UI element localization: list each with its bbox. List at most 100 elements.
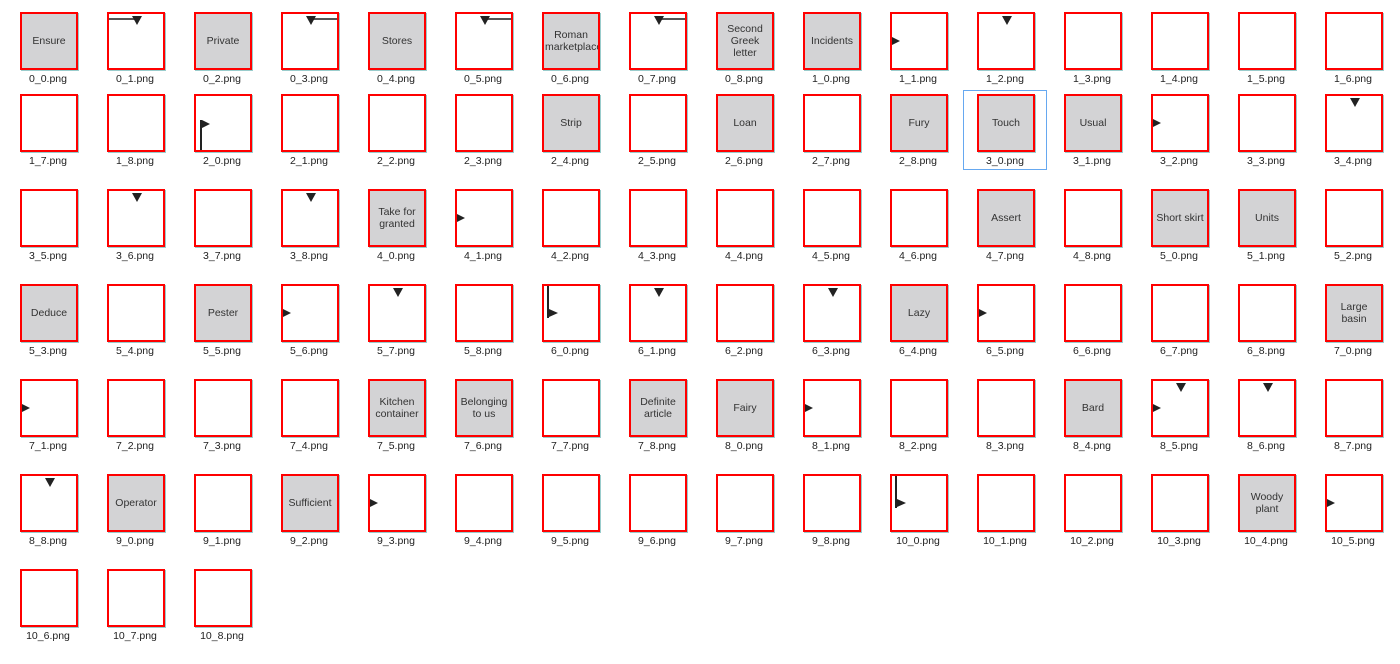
file-item[interactable]: 6_3.png — [789, 280, 873, 360]
file-item[interactable]: 1_4.png — [1137, 8, 1221, 88]
file-item[interactable]: 0_1.png — [93, 8, 177, 88]
file-item[interactable]: 10_1.png — [963, 470, 1047, 550]
file-item[interactable]: 7_3.png — [180, 375, 264, 455]
file-item[interactable]: 5_2.png — [1311, 185, 1395, 265]
file-item[interactable]: Fury 2_8.png — [876, 90, 960, 170]
file-item[interactable]: 5_4.png — [93, 280, 177, 360]
file-item[interactable]: Definite article 7_8.png — [615, 375, 699, 455]
file-item[interactable]: 5_8.png — [441, 280, 525, 360]
file-item[interactable]: Lazy 6_4.png — [876, 280, 960, 360]
file-item[interactable]: 9_3.png — [354, 470, 438, 550]
file-item[interactable]: Short skirt 5_0.png — [1137, 185, 1221, 265]
file-item[interactable]: 3_7.png — [180, 185, 264, 265]
file-item[interactable]: 0_3.png — [267, 8, 351, 88]
file-item[interactable]: 8_6.png — [1224, 375, 1308, 455]
file-item[interactable]: 2_3.png — [441, 90, 525, 170]
file-item[interactable]: 7_1.png — [6, 375, 90, 455]
file-item[interactable]: Fairy 8_0.png — [702, 375, 786, 455]
file-item[interactable]: 4_2.png — [528, 185, 612, 265]
file-item[interactable]: 9_6.png — [615, 470, 699, 550]
file-item[interactable]: Stores 0_4.png — [354, 8, 438, 88]
file-item[interactable]: 10_5.png — [1311, 470, 1395, 550]
file-item[interactable]: Operator 9_0.png — [93, 470, 177, 550]
file-item[interactable]: Sufficient 9_2.png — [267, 470, 351, 550]
file-item[interactable]: 7_7.png — [528, 375, 612, 455]
file-item[interactable]: 10_2.png — [1050, 470, 1134, 550]
file-item[interactable]: 5_6.png — [267, 280, 351, 360]
file-item[interactable]: 3_3.png — [1224, 90, 1308, 170]
file-item[interactable]: 1_3.png — [1050, 8, 1134, 88]
file-item[interactable]: 7_4.png — [267, 375, 351, 455]
file-item[interactable]: 8_8.png — [6, 470, 90, 550]
file-item[interactable]: 3_4.png — [1311, 90, 1395, 170]
file-item[interactable]: 2_1.png — [267, 90, 351, 170]
file-item[interactable]: 0_7.png — [615, 8, 699, 88]
file-item[interactable]: 4_6.png — [876, 185, 960, 265]
file-item[interactable]: 6_2.png — [702, 280, 786, 360]
file-item[interactable]: 3_5.png — [6, 185, 90, 265]
file-item[interactable]: 4_4.png — [702, 185, 786, 265]
file-item[interactable]: 9_4.png — [441, 470, 525, 550]
file-item[interactable]: 1_8.png — [93, 90, 177, 170]
file-item[interactable]: Kitchen container 7_5.png — [354, 375, 438, 455]
file-item[interactable]: Strip 2_4.png — [528, 90, 612, 170]
file-item[interactable]: Belonging to us 7_6.png — [441, 375, 525, 455]
file-item[interactable]: Units 5_1.png — [1224, 185, 1308, 265]
file-item[interactable]: Bard 8_4.png — [1050, 375, 1134, 455]
file-item[interactable]: Roman marketplace 0_6.png — [528, 8, 612, 88]
file-item[interactable]: 9_8.png — [789, 470, 873, 550]
file-item[interactable]: Private 0_2.png — [180, 8, 264, 88]
file-item[interactable]: 10_8.png — [180, 565, 264, 645]
file-item[interactable]: Deduce 5_3.png — [6, 280, 90, 360]
file-item[interactable]: 6_0.png — [528, 280, 612, 360]
file-item[interactable]: 4_8.png — [1050, 185, 1134, 265]
file-item[interactable]: 3_8.png — [267, 185, 351, 265]
file-item[interactable]: 4_5.png — [789, 185, 873, 265]
file-item[interactable]: 10_3.png — [1137, 470, 1221, 550]
file-item[interactable]: 10_6.png — [6, 565, 90, 645]
file-item[interactable]: 5_7.png — [354, 280, 438, 360]
file-item[interactable]: 8_1.png — [789, 375, 873, 455]
file-item[interactable]: 8_3.png — [963, 375, 1047, 455]
file-item[interactable]: Loan 2_6.png — [702, 90, 786, 170]
file-item[interactable]: 8_7.png — [1311, 375, 1395, 455]
file-item[interactable]: 2_2.png — [354, 90, 438, 170]
file-item[interactable]: 6_5.png — [963, 280, 1047, 360]
file-item[interactable]: 10_7.png — [93, 565, 177, 645]
file-item[interactable]: 9_1.png — [180, 470, 264, 550]
file-item[interactable]: 10_0.png — [876, 470, 960, 550]
file-item[interactable]: Usual 3_1.png — [1050, 90, 1134, 170]
file-item[interactable]: 8_2.png — [876, 375, 960, 455]
file-item[interactable]: 6_7.png — [1137, 280, 1221, 360]
file-item[interactable]: Second Greek letter 0_8.png — [702, 8, 786, 88]
file-item[interactable]: 6_1.png — [615, 280, 699, 360]
file-item[interactable]: Woody plant 10_4.png — [1224, 470, 1308, 550]
file-item[interactable]: 8_5.png — [1137, 375, 1221, 455]
file-item[interactable]: 1_5.png — [1224, 8, 1308, 88]
file-item[interactable]: 4_3.png — [615, 185, 699, 265]
file-item[interactable]: 1_2.png — [963, 8, 1047, 88]
file-item[interactable]: 2_0.png — [180, 90, 264, 170]
file-item[interactable]: 4_1.png — [441, 185, 525, 265]
file-item[interactable]: 0_5.png — [441, 8, 525, 88]
file-item[interactable]: 1_1.png — [876, 8, 960, 88]
file-item[interactable]: Pester 5_5.png — [180, 280, 264, 360]
file-item[interactable]: 3_6.png — [93, 185, 177, 265]
file-item[interactable]: Touch 3_0.png — [963, 90, 1047, 170]
file-item[interactable]: 6_6.png — [1050, 280, 1134, 360]
file-item[interactable]: 6_8.png — [1224, 280, 1308, 360]
file-item[interactable]: 7_2.png — [93, 375, 177, 455]
file-item[interactable]: 2_5.png — [615, 90, 699, 170]
file-item[interactable]: Assert 4_7.png — [963, 185, 1047, 265]
file-item[interactable]: 2_7.png — [789, 90, 873, 170]
file-item[interactable]: 9_5.png — [528, 470, 612, 550]
file-item[interactable]: Large basin 7_0.png — [1311, 280, 1395, 360]
file-item[interactable]: 1_7.png — [6, 90, 90, 170]
file-item[interactable]: 3_2.png — [1137, 90, 1221, 170]
file-item[interactable]: Incidents 1_0.png — [789, 8, 873, 88]
file-name: 4_0.png — [377, 250, 415, 262]
file-item[interactable]: Take for granted 4_0.png — [354, 185, 438, 265]
file-item[interactable]: Ensure 0_0.png — [6, 8, 90, 88]
file-item[interactable]: 9_7.png — [702, 470, 786, 550]
file-item[interactable]: 1_6.png — [1311, 8, 1395, 88]
